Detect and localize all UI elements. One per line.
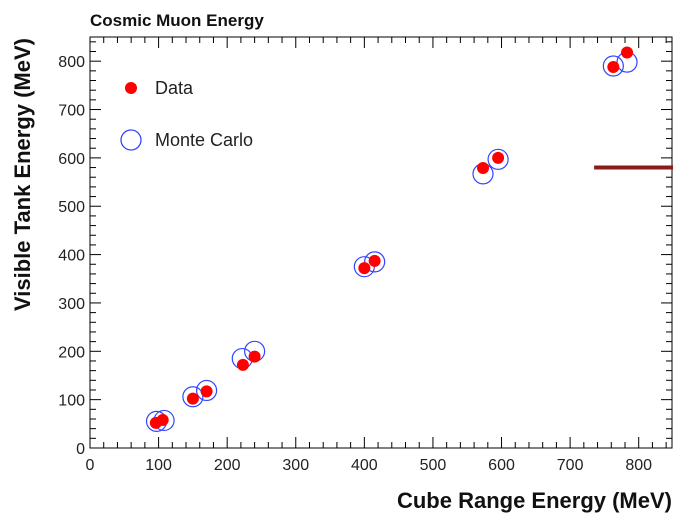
y-tick-label: 800: [58, 54, 85, 71]
y-tick-label: 200: [58, 344, 85, 361]
legend-marker-data: [125, 82, 137, 94]
data-point: [186, 392, 199, 405]
x-tick-label: 300: [282, 457, 309, 474]
data-point: [156, 413, 169, 426]
data-point: [477, 162, 490, 175]
data-point: [200, 385, 213, 398]
x-tick-label: 400: [351, 457, 378, 474]
x-tick-label: 0: [86, 457, 95, 474]
data-point: [492, 151, 505, 164]
data-point: [236, 358, 249, 371]
x-tick-label: 200: [214, 457, 241, 474]
data-point: [358, 262, 371, 275]
y-tick-label: 0: [76, 441, 85, 458]
data-point: [607, 60, 620, 73]
x-tick-label: 500: [420, 457, 447, 474]
x-tick-label: 600: [488, 457, 515, 474]
monte-carlo-point: [364, 251, 386, 273]
data-point: [248, 350, 261, 363]
y-tick-label: 500: [58, 199, 85, 216]
monte-carlo-point: [182, 386, 204, 408]
legend-marker-monte-carlo: [120, 129, 142, 151]
legend: Data Monte Carlo: [120, 78, 253, 151]
monte-carlo-point: [602, 55, 624, 77]
x-tick-label: 100: [145, 457, 172, 474]
y-axis-label: Visible Tank Energy (MeV): [10, 38, 35, 311]
y-tick-label: 400: [58, 248, 85, 265]
legend-label-data: Data: [155, 78, 194, 98]
x-tick-label: 800: [625, 457, 652, 474]
monte-carlo-point: [487, 148, 509, 170]
x-axis-label: Cube Range Energy (MeV): [397, 488, 672, 513]
y-tick-label: 600: [58, 151, 85, 168]
chart-title: Cosmic Muon Energy: [90, 11, 264, 30]
monte-carlo-point: [196, 379, 218, 402]
x-tick-label: 700: [557, 457, 584, 474]
data-point: [368, 254, 381, 267]
plot-frame: [89, 36, 673, 449]
y-tick-label: 100: [58, 393, 85, 410]
legend-label-monte-carlo: Monte Carlo: [155, 130, 253, 150]
y-tick-label: 300: [58, 296, 85, 313]
y-tick-label: 700: [58, 103, 85, 120]
data-point: [621, 46, 634, 59]
